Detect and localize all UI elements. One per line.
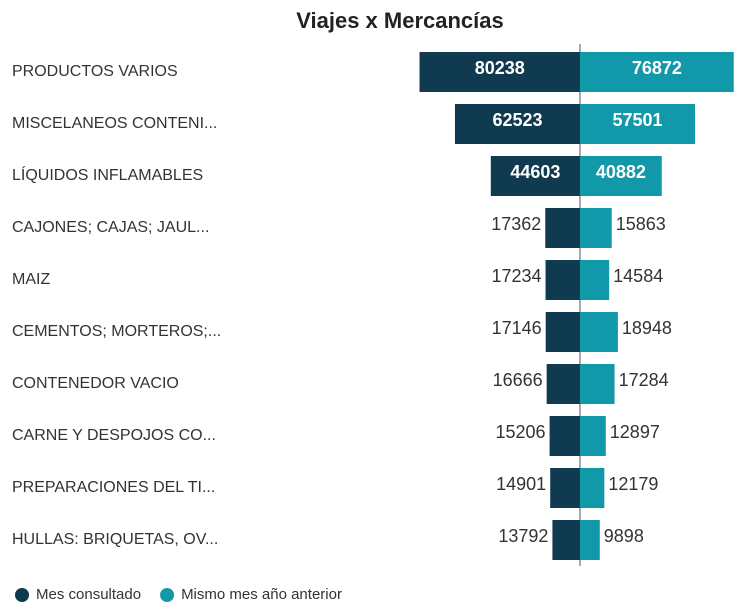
bar [580,520,600,560]
value-label: 40882 [596,162,646,182]
bar [580,468,605,508]
category-label: HULLAS: BRIQUETAS, OV... [12,531,218,548]
category-label: CAJONES; CAJAS; JAUL... [12,219,209,236]
value-label: 57501 [612,110,662,130]
category-label: CEMENTOS; MORTEROS;... [12,323,221,340]
bar [580,416,606,456]
bar [490,156,580,196]
value-label: 9898 [604,526,644,546]
value-label: 17284 [619,370,669,390]
bar [419,52,580,92]
value-label: 17362 [491,214,541,234]
category-label: PRODUCTOS VARIOS [12,63,178,80]
value-label: 12179 [608,474,658,494]
value-label: 17234 [491,266,541,286]
bar [580,260,610,300]
value-label: 15863 [616,214,666,234]
category-label: CARNE Y DESPOJOS CO... [12,427,216,444]
category-label: MISCELANEOS CONTENI... [12,115,217,132]
bar [552,520,580,560]
bar [545,260,580,300]
chart-title: Viajes x Mercancías [296,8,504,33]
value-label: 16666 [493,370,543,390]
legend-label: Mes consultado [36,586,141,603]
bar [545,208,580,248]
bar [580,312,618,352]
bar [545,312,580,352]
legend-label: Mismo mes año anterior [181,586,342,603]
bar [549,416,580,456]
value-label: 44603 [510,162,560,182]
category-label: LÍQUIDOS INFLAMABLES [12,165,203,184]
bar [580,52,734,92]
value-label: 17146 [492,318,542,338]
bar [550,468,580,508]
bar [580,104,696,144]
bar [580,364,615,404]
value-label: 14584 [613,266,663,286]
value-label: 76872 [632,58,682,78]
value-label: 62523 [492,110,542,130]
value-label: 15206 [496,422,546,442]
value-label: 13792 [498,526,548,546]
bar [580,156,662,196]
category-label: MAIZ [12,271,50,288]
category-label: CONTENEDOR VACIO [12,375,179,392]
value-label: 12897 [610,422,660,442]
category-label: PREPARACIONES DEL TI... [12,479,215,496]
bar [546,364,580,404]
value-label: 18948 [622,318,672,338]
value-label: 14901 [496,474,546,494]
value-label: 80238 [475,58,525,78]
legend-marker [15,588,29,602]
bar [580,208,612,248]
legend-marker [160,588,175,602]
bar [454,104,580,144]
